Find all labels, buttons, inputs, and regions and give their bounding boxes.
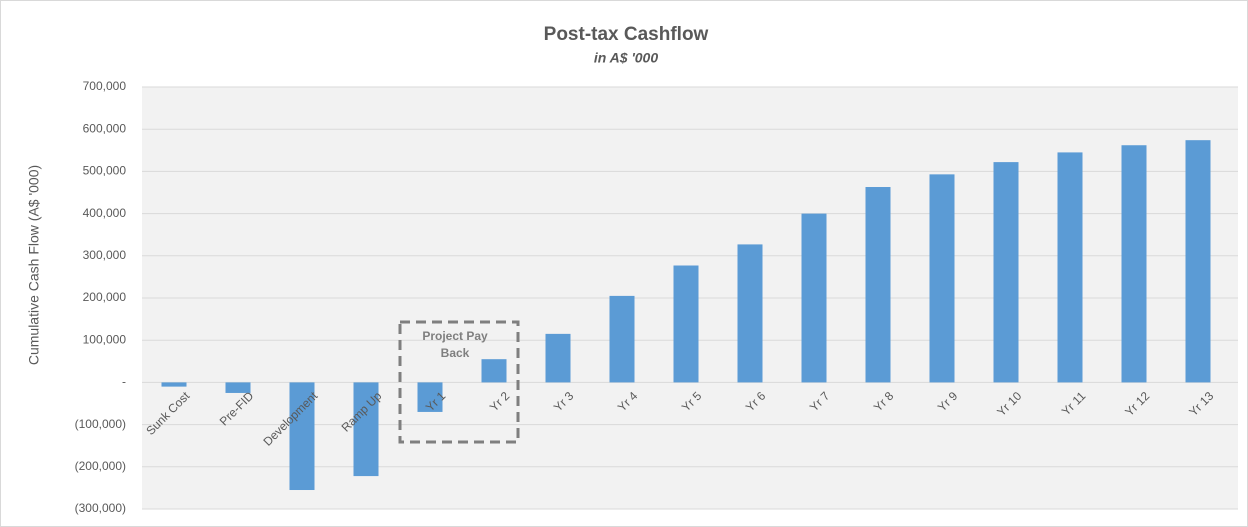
bar: [1185, 140, 1211, 383]
y-tick-label: 600,000: [83, 121, 127, 135]
bar: [865, 187, 891, 383]
annotation: Project Pay Back: [422, 329, 488, 360]
bar: [993, 162, 1019, 383]
y-tick-label: -: [122, 375, 126, 389]
bar: [545, 333, 571, 383]
bar: [417, 382, 443, 412]
bars: [161, 140, 1211, 491]
y-tick-label: 200,000: [83, 290, 127, 304]
bar: [289, 382, 315, 491]
y-tick-label: (200,000): [75, 459, 126, 473]
y-tick-label: 400,000: [83, 206, 127, 220]
bar: [353, 382, 379, 477]
y-tick-label: (100,000): [75, 417, 126, 431]
bar: [737, 244, 763, 383]
bar: [481, 359, 507, 383]
bar: [161, 382, 187, 387]
bar: [673, 265, 699, 383]
chart-subtitle: in A$ '000: [594, 50, 658, 66]
y-axis-label: Cumulative Cash Flow (A$ '000): [26, 165, 42, 365]
chart-title: Post-tax Cashflow: [544, 24, 709, 45]
bar: [1057, 152, 1083, 383]
bar: [929, 174, 955, 383]
payback-box: [398, 320, 520, 444]
y-tick-label: 500,000: [83, 164, 127, 178]
bar: [225, 382, 251, 393]
bar: [801, 213, 827, 383]
y-tick-label: 300,000: [83, 248, 127, 262]
y-tick-label: 100,000: [83, 332, 127, 346]
bar: [609, 295, 635, 383]
bar: [1121, 145, 1147, 383]
y-tick-label: 700,000: [83, 79, 127, 93]
y-tick-label: (300,000): [75, 501, 126, 515]
annotation-box: Project Pay Back: [422, 329, 488, 360]
